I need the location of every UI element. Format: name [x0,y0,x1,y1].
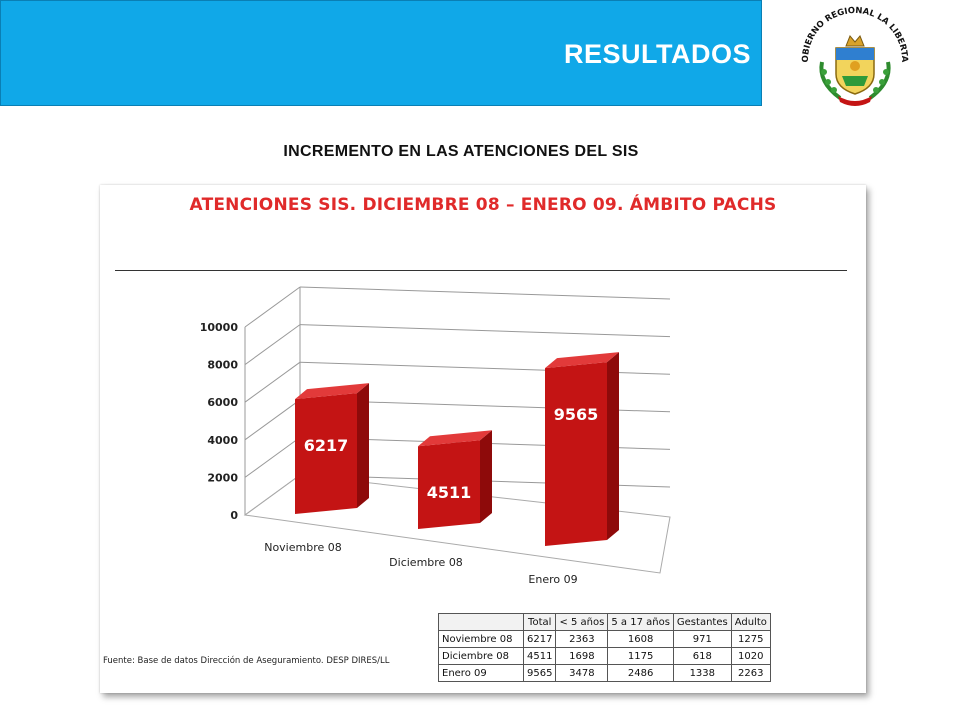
table-cell: 1020 [730,647,771,665]
table-header-row: Total < 5 años 5 a 17 años Gestantes Adu… [438,613,771,631]
table-header-5to17: 5 a 17 años [607,613,674,631]
y-tick-label: 8000 [207,359,238,372]
gridline-side [244,399,301,441]
table-cell: 1338 [672,664,732,682]
table-cell: 1275 [730,630,771,648]
table-cell: 1608 [607,630,674,648]
x-category-label: Enero 09 [528,573,577,586]
table-header-adulto: Adulto [730,613,771,631]
data-table: Total < 5 años 5 a 17 años Gestantes Adu… [438,613,771,682]
table-cell: 971 [672,630,732,648]
gridline [299,324,671,338]
page-title: RESULTADOS [564,39,751,69]
bar-side [480,430,492,523]
x-category-label: Diciembre 08 [389,556,463,569]
table-cell: 1175 [607,647,674,665]
chart-title: ATENCIONES SIS. DICIEMBRE 08 – ENERO 09.… [189,195,777,215]
table-header-under5: < 5 años [555,613,609,631]
table-row-label: Noviembre 08 [438,630,524,648]
bar [545,362,607,546]
x-category-label: Noviembre 08 [264,541,342,554]
bar [295,393,357,514]
bar-data-label: 4511 [427,483,472,502]
table-row: Enero 09 9565 3478 2486 1338 2263 [438,664,771,682]
y-tick-label: 10000 [200,321,239,334]
table-corner-cell [438,613,524,631]
table-row-label: Diciembre 08 [438,647,524,665]
source-note: Fuente: Base de datos Dirección de Asegu… [103,656,390,666]
table-cell: 2263 [730,664,771,682]
bar-chart: 0 2000 4000 6000 8000 10000 6217 Noviembre 08 45… [200,286,671,586]
chart-panel: ATENCIONES SIS. DICIEMBRE 08 – ENERO 09.… [100,185,866,693]
table-cell: 618 [672,647,732,665]
y-tick-label: 2000 [207,471,238,484]
bar-data-label: 6217 [304,436,349,455]
table-row: Diciembre 08 4511 1698 1175 618 1020 [438,647,771,665]
gridline-side [244,436,301,478]
chart-floor [243,474,671,574]
table-cell: 3478 [555,664,609,682]
table-cell: 2486 [607,664,674,682]
gridline-side [244,286,301,328]
title-divider [115,270,847,271]
table-row: Noviembre 08 6217 2363 1608 971 1275 [438,630,771,648]
y-tick-label: 6000 [207,396,238,409]
table-row-label: Enero 09 [438,664,524,682]
table-header-total: Total [522,613,557,631]
bar [418,440,480,529]
coat-of-arms-icon: GOBIERNO REGIONAL LA LIBERTAD [786,0,909,106]
gridline-side [244,361,301,403]
table-cell: 6217 [522,630,557,648]
bar-top [545,352,619,369]
gridline [299,286,671,300]
gridline-side [244,324,301,366]
regional-government-logo: GOBIERNO REGIONAL LA LIBERTAD [786,0,920,110]
bar-side [357,383,369,508]
y-tick-label: 0 [230,509,238,522]
table-cell: 4511 [522,647,557,665]
slide-subtitle: INCREMENTO EN LAS ATENCIONES DEL SIS [283,143,639,160]
table-cell: 9565 [522,664,557,682]
table-cell: 2363 [555,630,609,648]
bar-top [295,383,369,400]
table-cell: 1698 [555,647,609,665]
bar-top [418,430,492,447]
bar-data-label: 9565 [554,405,599,424]
header-band: RESULTADOS [0,0,762,106]
y-tick-label: 4000 [207,434,238,447]
table-header-gestantes: Gestantes [672,613,732,631]
bar-side [607,352,619,540]
